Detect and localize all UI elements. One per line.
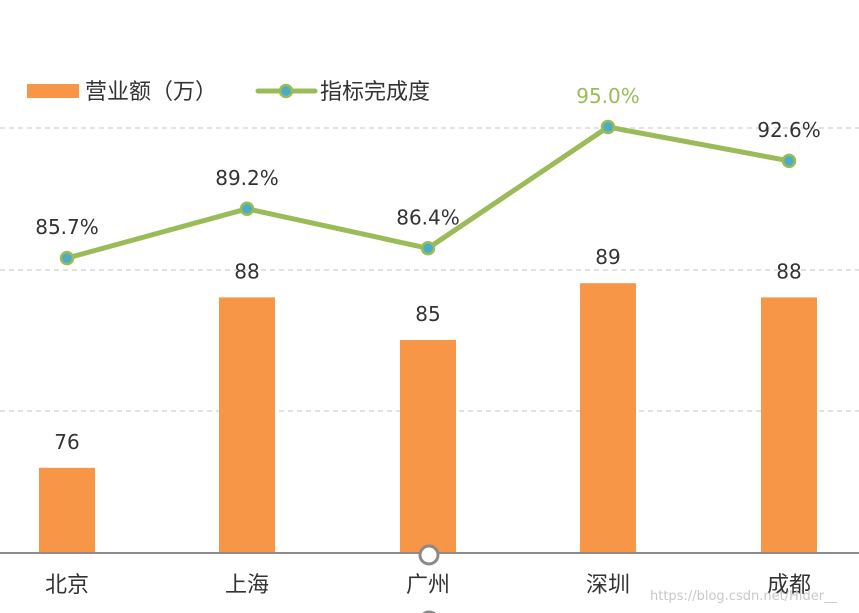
line-value-labels: 85.7% 89.2% 86.4% 95.0% 92.6%: [35, 84, 821, 239]
selection-handles: [418, 544, 440, 613]
x-tick-label: 成都: [767, 573, 811, 598]
legend-label-line: 指标完成度: [320, 80, 430, 105]
bar[interactable]: [580, 283, 636, 553]
bar-value-labels: 76 88 85 89 88: [54, 245, 801, 454]
bar-value-label: 76: [54, 430, 79, 454]
line-value-label: 95.0%: [576, 84, 640, 108]
x-tick-label: 上海: [225, 573, 269, 598]
line-value-label: 86.4%: [396, 205, 460, 229]
bar-series: [39, 283, 817, 553]
gridlines: [0, 127, 859, 412]
x-tick-label: 广州: [406, 573, 450, 598]
watermark: https://blog.csdn.net/Hider__: [650, 589, 838, 604]
line-marker[interactable]: [239, 201, 255, 217]
line-marker[interactable]: [781, 153, 797, 169]
line-series: [59, 119, 797, 266]
bar[interactable]: [39, 467, 95, 553]
selection-handle[interactable]: [418, 544, 440, 566]
x-tick-label: 深圳: [586, 573, 630, 598]
x-tick-label: 北京: [45, 573, 89, 598]
line-path[interactable]: [64, 124, 792, 261]
bar[interactable]: [400, 340, 456, 553]
bar-value-label: 88: [234, 259, 259, 283]
line-value-label: 85.7%: [35, 215, 99, 239]
line-marker[interactable]: [420, 241, 436, 256]
line-value-label: 89.2%: [215, 166, 279, 190]
legend-label-bar: 营业额（万）: [85, 80, 217, 105]
line-value-label: 92.6%: [757, 118, 821, 142]
bar-value-label: 85: [415, 302, 440, 326]
line-marker[interactable]: [600, 119, 616, 135]
bar[interactable]: [219, 297, 275, 553]
bar-value-label: 88: [776, 259, 801, 283]
legend-swatch-bar: [27, 84, 79, 98]
legend-swatch-marker: [278, 83, 294, 99]
legend: 营业额（万） 指标完成度: [27, 80, 430, 105]
x-tick-labels: 北京 上海 广州 深圳 成都: [45, 573, 811, 598]
bar-value-label: 89: [595, 245, 620, 269]
line-marker[interactable]: [59, 250, 75, 266]
bar[interactable]: [761, 297, 817, 553]
